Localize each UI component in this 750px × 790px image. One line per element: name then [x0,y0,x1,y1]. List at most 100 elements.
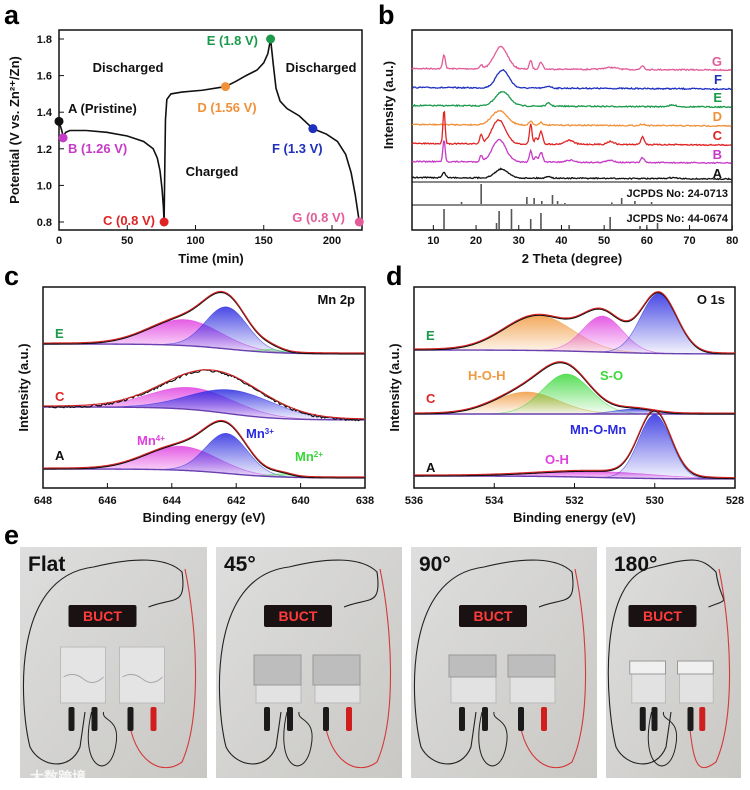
spectrum-label-C: C [426,391,436,406]
x-tick-label: 70 [683,235,695,247]
peak-label: O-H [545,452,569,467]
alligator-clip [459,707,465,731]
x-tick-label: 644 [163,495,182,507]
state-annotation: Discharged [93,60,164,75]
photo-background [20,547,207,778]
black-wire [647,711,678,767]
x-tick-label: 532 [565,495,583,507]
x-axis-title: Binding energy (eV) [513,510,636,525]
alligator-clip [91,707,98,731]
xrd-curve-E [411,90,732,109]
x-tick-label: 150 [255,235,273,247]
point-label-A: A (Pristine) [68,101,137,116]
plot-frame [42,286,366,489]
x-tick-label: 534 [485,495,504,507]
reference-label: JCPDS No: 24-0713 [627,188,729,200]
x-tick-label: 10 [427,235,439,247]
background-line [413,349,736,355]
envelope-line [413,409,736,479]
series-label-F: F [714,72,722,87]
x-tick-label: 200 [323,235,341,247]
peak-label: H-O-H [468,368,506,383]
alligator-clip [127,707,134,731]
point-A [54,116,64,126]
envelope-line [413,361,735,414]
y-tick-label: 1.8 [37,34,52,46]
xrd-curve-B [411,138,732,165]
envelope-line [42,369,366,420]
photo-4: BUCT 180° [606,547,741,778]
point-D [221,82,231,92]
panel-c-xps: 648 646 644 642 640 638 Binding energy (eV) Int… [16,286,374,525]
point-E [266,34,276,44]
panel-letter-b: b [378,0,395,30]
x-tick-label: 60 [641,235,653,247]
panel-letter-d: d [386,261,403,291]
black-wire [413,559,574,765]
black-wire [283,711,313,767]
pouch-cell-folded-top [507,654,556,678]
red-wire [518,568,587,769]
red-wire [323,568,392,769]
point-label-E: E (1.8 V) [207,33,258,48]
x-tick-label: 528 [726,495,744,507]
peak-label: Mn3+ [246,426,274,441]
pouch-cell-folded-top [448,654,497,678]
led-badge [459,605,527,627]
spectrum-label-A: A [426,460,436,475]
superscript: 4+ [156,434,165,443]
x-axis-title: 2 Theta (degree) [522,251,622,266]
point-G [354,217,364,227]
y-tick-label: 1.6 [37,71,52,83]
peak-label: Mn2+ [295,449,323,464]
background-line [42,406,366,421]
panel-letter-c: c [4,261,19,291]
alligator-clip [699,707,706,731]
panel-b-xrd: 10 20 30 40 50 60 70 80 2 Theta (degree) Intensit… [381,29,738,266]
point-label-C: C (0.8 V) [103,213,155,228]
plot-frame [411,29,733,231]
state-annotation: Charged [186,164,239,179]
red-wire [127,568,197,769]
y-tick-label: 1.2 [37,144,52,156]
pouch-cell-folded-top [629,660,666,675]
x-tick-label: 642 [227,495,245,507]
y-axis-title: Intensity (a.u.) [387,343,402,431]
xrd-curve-G [411,45,732,72]
panel-d-xps: 536 534 532 530 528 Binding energy (eV) Intens… [387,286,744,525]
led-text: BUCT [279,608,318,624]
photo-background [411,547,597,778]
photo-background [606,547,741,778]
cell-wrinkle [63,673,104,683]
series-label-E: E [713,90,722,105]
spectrum-label-E: E [55,326,64,341]
point-F [308,124,318,134]
x-tick-label: 80 [726,235,738,247]
x-axis-title: Time (min) [178,251,244,266]
y-axis-title: Intensity (a.u.) [16,343,31,431]
superscript: 2+ [314,450,323,459]
state-annotation: Discharged [286,60,357,75]
point-label-F: F (1.3 V) [272,141,323,156]
xrd-curve-C [411,110,732,147]
panel-letter-e: e [4,520,19,550]
photo-label: 180° [614,553,657,576]
photo-2: BUCT 45° [216,547,402,778]
led-badge [68,605,137,627]
x-tick-label: 648 [34,495,52,507]
alligator-clip [346,707,352,731]
led-text: BUCT [83,608,122,624]
panel-e-photos: BUCT Flat BUCT 45° BUCT 90° BUCT 180° [20,547,741,778]
spectrum-label-C: C [55,389,65,404]
photo-label: Flat [28,553,65,576]
point-label-D: D (1.56 V) [197,100,256,115]
alligator-clip [482,707,488,731]
point-label-G: G (0.8 V) [292,210,345,225]
series-label-B: B [713,147,722,162]
x-tick-label: 646 [98,495,116,507]
x-tick-label: 20 [470,235,482,247]
reference-label: JCPDS No: 44-0674 [627,213,729,225]
watermark: 大数跨境 [30,769,86,785]
y-axis-title: Intensity (a.u.) [381,61,396,149]
